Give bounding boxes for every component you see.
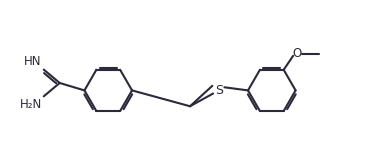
Text: O: O xyxy=(293,47,302,60)
Text: H₂N: H₂N xyxy=(20,98,42,111)
Text: S: S xyxy=(215,84,223,97)
Text: HN: HN xyxy=(24,55,42,68)
